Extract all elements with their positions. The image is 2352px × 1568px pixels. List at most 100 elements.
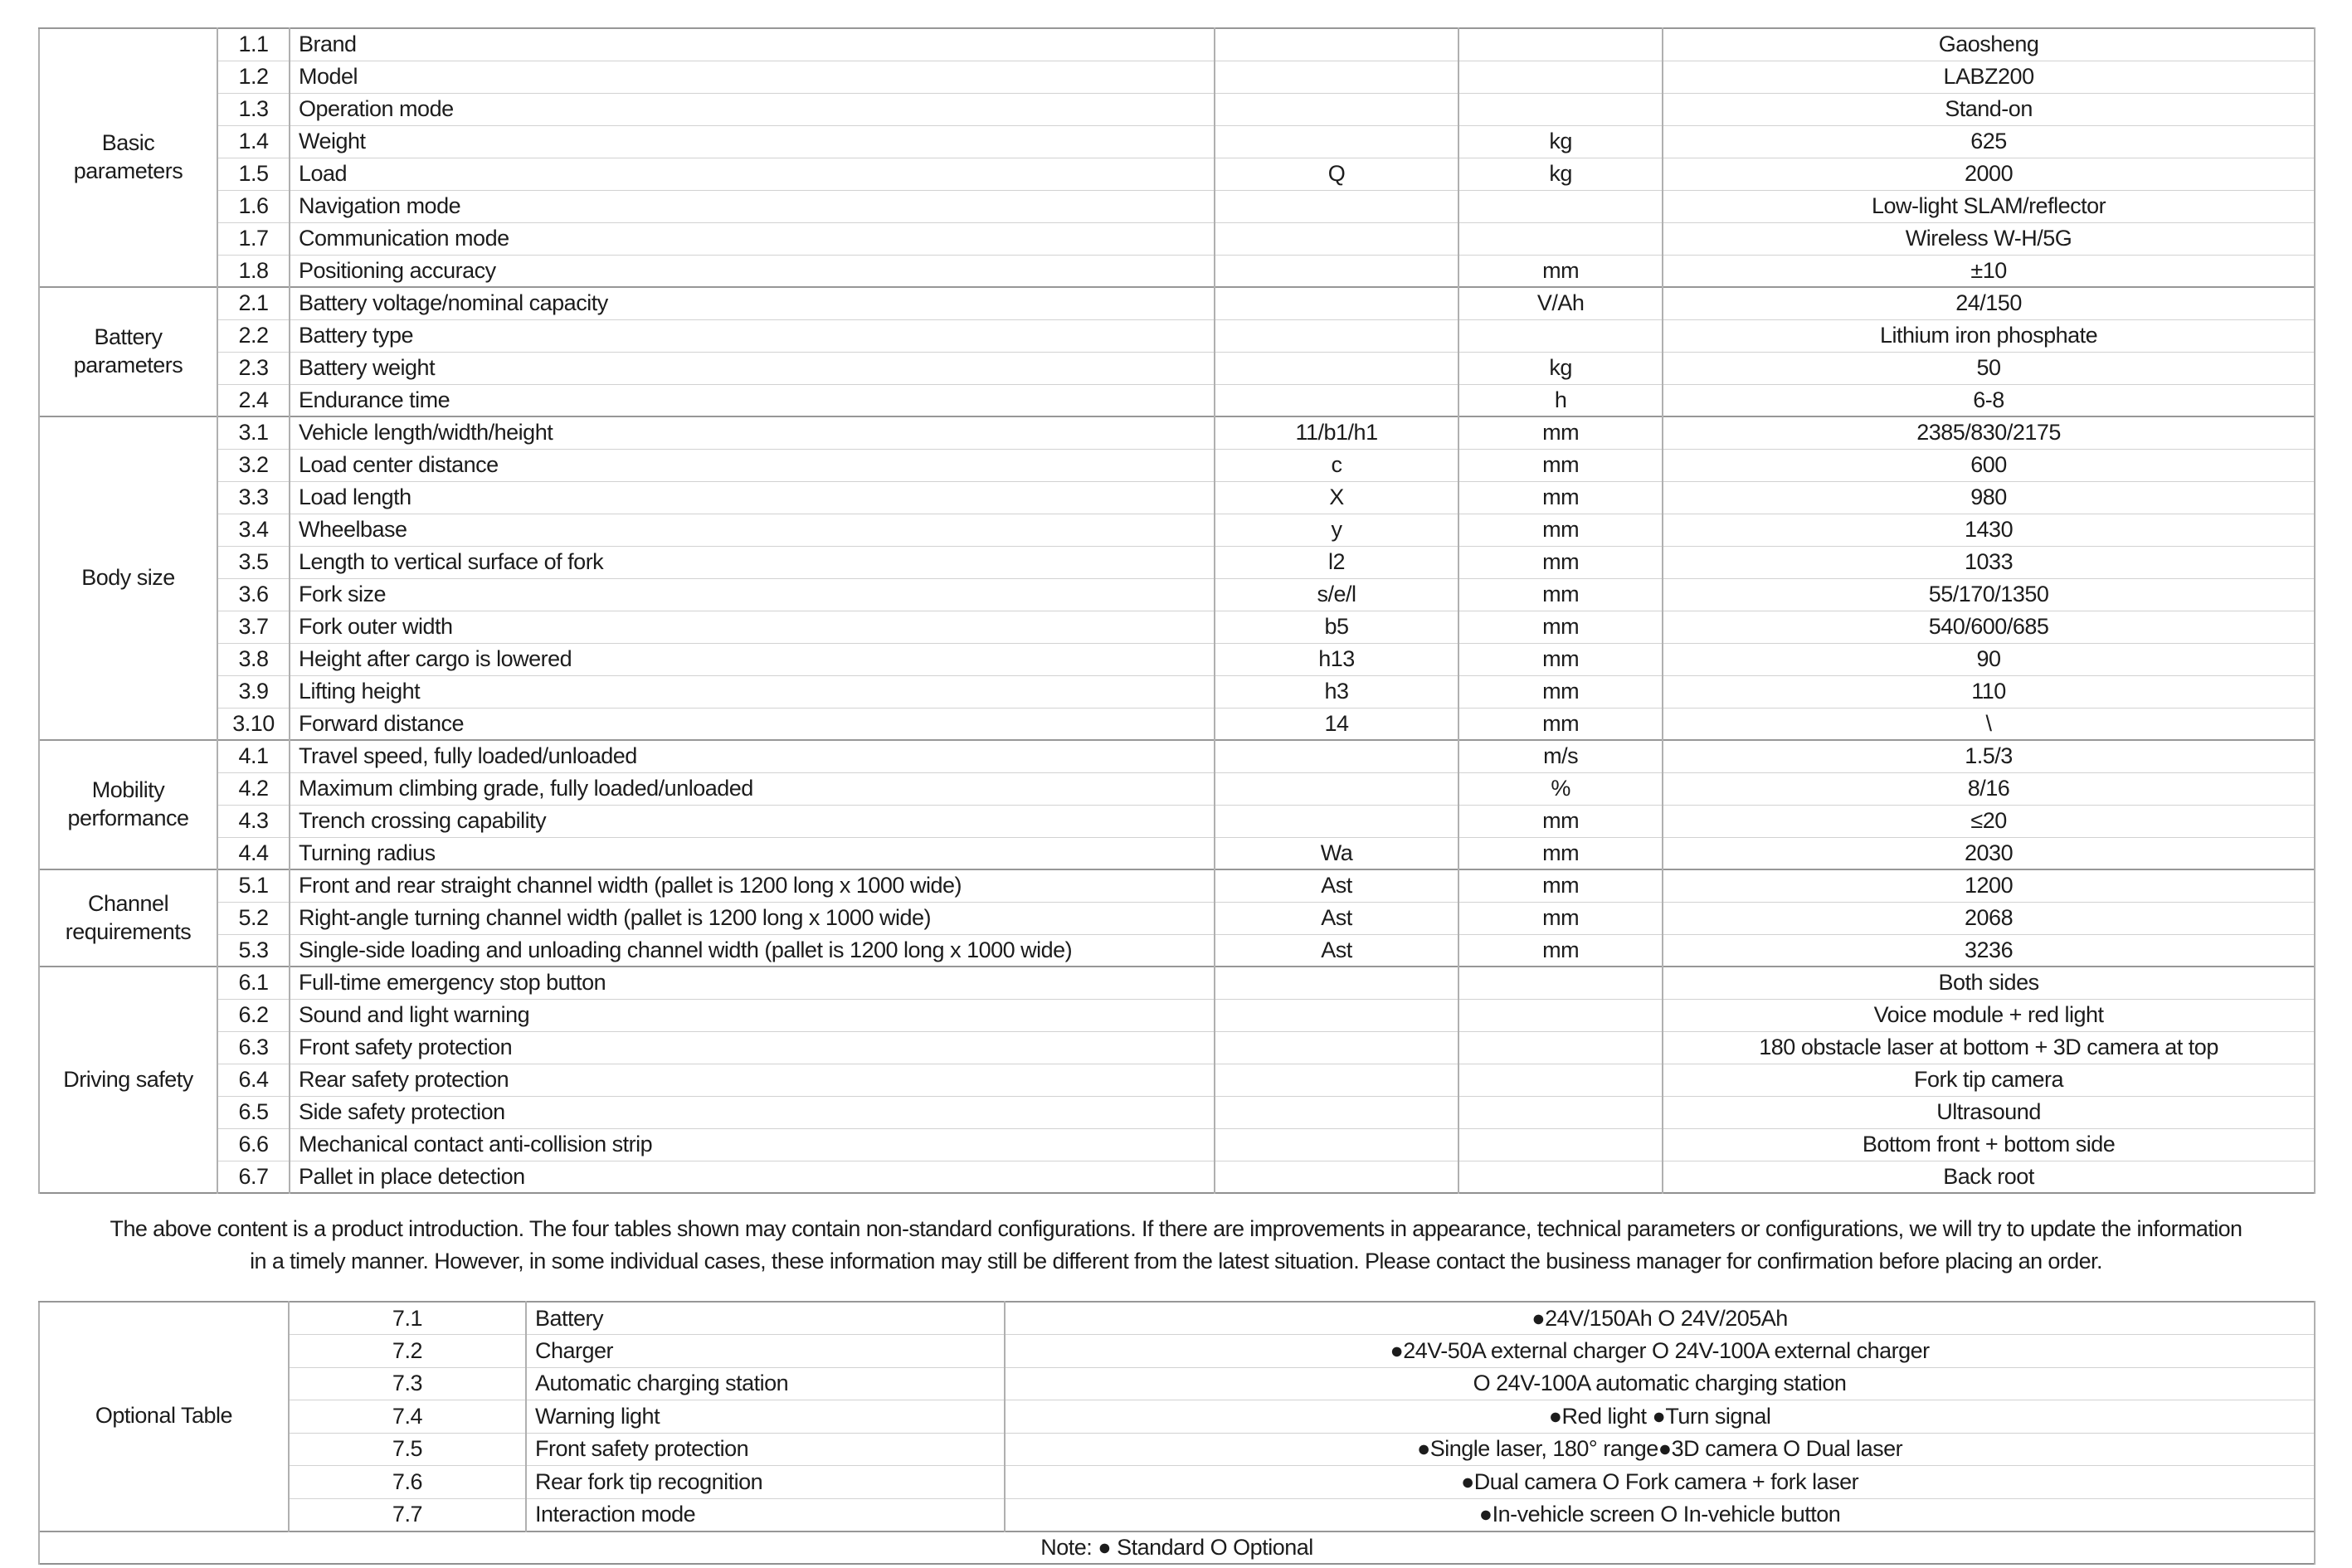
row-number: 6.5 [217, 1095, 290, 1129]
param-unit: mm [1458, 513, 1664, 547]
option-value: ●In-vehicle screen O In-vehicle button [1004, 1497, 2315, 1531]
param-symbol: s/e/l [1214, 577, 1460, 611]
param-symbol [1214, 254, 1460, 288]
option-name: Automatic charging station [524, 1366, 1006, 1400]
category-cell: Optional Table [38, 1301, 290, 1531]
param-name: Weight [288, 124, 1216, 158]
row-number: 3.10 [217, 707, 290, 741]
param-unit: % [1458, 772, 1664, 806]
param-value: 110 [1662, 674, 2315, 709]
note-row: Note: ● Standard O Optional [38, 1530, 2315, 1565]
table-row: 6.4 Rear safety protection Fork tip camera [39, 1063, 2315, 1097]
param-name: Lifting height [288, 674, 1216, 709]
param-unit: mm [1458, 836, 1664, 870]
param-value: LABZ200 [1662, 60, 2315, 94]
param-name: Single-side loading and unloading channe… [288, 933, 1216, 967]
category-cell: Channel requirements [37, 869, 219, 967]
table-row: 3.8 Height after cargo is lowered h13 mm 90 [39, 642, 2315, 676]
main-spec-table: Basic parameters 1.1 Brand Gaosheng 1.2 Model… [37, 27, 2315, 1194]
param-symbol [1214, 739, 1460, 773]
table-row: 3.10 Forward distance 14 mm \ [39, 707, 2315, 741]
param-symbol: l2 [1214, 545, 1460, 579]
row-number: 1.3 [217, 92, 290, 126]
param-name: Load center distance [288, 448, 1216, 482]
category-cell: Mobility performance [37, 739, 219, 870]
row-number: 5.1 [217, 869, 290, 903]
param-symbol [1214, 319, 1460, 353]
optional-table: Optional Table 7.1 Battery ●24V/150Ah O 24V… [38, 1301, 2315, 1565]
param-name: Length to vertical surface of fork [288, 545, 1216, 579]
param-symbol [1214, 60, 1460, 94]
row-number: 1.2 [217, 60, 290, 94]
param-name: Full-time emergency stop button [288, 966, 1216, 1000]
row-number: 4.1 [217, 739, 290, 773]
row-number: 1.7 [217, 222, 290, 256]
param-name: Navigation mode [288, 189, 1216, 223]
table-row: Optional Table 7.1 Battery ●24V/150Ah O 24V… [38, 1301, 2315, 1531]
param-symbol: 11/b1/h1 [1214, 416, 1460, 450]
row-number: 6.1 [217, 966, 290, 1000]
param-symbol: Ast [1214, 869, 1460, 903]
param-value: 980 [1662, 480, 2315, 514]
param-value: Voice module + red light [1662, 998, 2315, 1032]
param-value: 55/170/1350 [1662, 577, 2315, 611]
row-number: 3.4 [217, 513, 290, 547]
param-value: 600 [1662, 448, 2315, 482]
row-number: 1.5 [217, 157, 290, 191]
param-value: Gaosheng [1662, 27, 2315, 61]
param-name: Vehicle length/width/height [288, 416, 1216, 450]
param-unit [1458, 92, 1664, 126]
param-unit: mm [1458, 545, 1664, 579]
row-number: 6.4 [217, 1063, 290, 1097]
param-unit: mm [1458, 577, 1664, 611]
param-value: Both sides [1662, 966, 2315, 1000]
table-row: 2.3 Battery weight kg 50 [39, 351, 2315, 385]
param-symbol [1214, 1095, 1460, 1129]
param-value: 50 [1662, 351, 2315, 385]
table-row: 7.7 Interaction mode ●In-vehicle screen O … [39, 1497, 2315, 1531]
param-name: Fork size [288, 577, 1216, 611]
param-value: 8/16 [1662, 772, 2315, 806]
param-unit [1458, 1095, 1664, 1129]
row-number: 1.6 [217, 189, 290, 223]
table-row: 7.2 Charger ●24V-50A external charger O 24… [39, 1334, 2315, 1368]
row-number: 3.3 [217, 480, 290, 514]
option-name: Warning light [524, 1400, 1006, 1434]
row-number: 7.3 [287, 1366, 528, 1400]
row-number: 3.6 [217, 577, 290, 611]
option-value: ●Red light ●Turn signal [1004, 1400, 2315, 1434]
param-symbol [1214, 124, 1460, 158]
option-name: Battery [524, 1301, 1006, 1335]
table-row: 1.7 Communication mode Wireless W-H/5G [39, 222, 2315, 256]
param-name: Wheelbase [288, 513, 1216, 547]
param-value: 2068 [1662, 901, 2315, 935]
param-name: Load length [288, 480, 1216, 514]
param-unit: V/Ah [1458, 286, 1664, 320]
param-name: Right-angle turning channel width (palle… [288, 901, 1216, 935]
row-number: 3.2 [217, 448, 290, 482]
param-name: Operation mode [288, 92, 1216, 126]
param-name: Communication mode [288, 222, 1216, 256]
row-number: 2.2 [217, 319, 290, 353]
param-unit: mm [1458, 869, 1664, 903]
table-row: 4.3 Trench crossing capability mm ≤20 [39, 804, 2315, 838]
row-number: 7.6 [287, 1465, 528, 1499]
param-unit: h [1458, 383, 1664, 417]
param-unit [1458, 27, 1664, 61]
param-unit [1458, 998, 1664, 1032]
row-number: 6.2 [217, 998, 290, 1032]
param-name: Turning radius [288, 836, 1216, 870]
param-value: 1430 [1662, 513, 2315, 547]
param-unit: mm [1458, 448, 1664, 482]
row-number: 7.4 [287, 1400, 528, 1434]
row-number: 3.5 [217, 545, 290, 579]
param-symbol [1214, 1063, 1460, 1097]
param-unit: mm [1458, 254, 1664, 288]
table-row: 2.4 Endurance time h 6-8 [39, 383, 2315, 417]
table-row: 1.8 Positioning accuracy mm ±10 [39, 254, 2315, 288]
row-number: 7.7 [287, 1497, 528, 1531]
table-row: 6.3 Front safety protection 180 obstacle l… [39, 1030, 2315, 1064]
note-text: Note: ● Standard O Optional [38, 1530, 2315, 1565]
disclaimer-line-1: The above content is a product introduct… [110, 1216, 2243, 1241]
param-unit [1458, 319, 1664, 353]
